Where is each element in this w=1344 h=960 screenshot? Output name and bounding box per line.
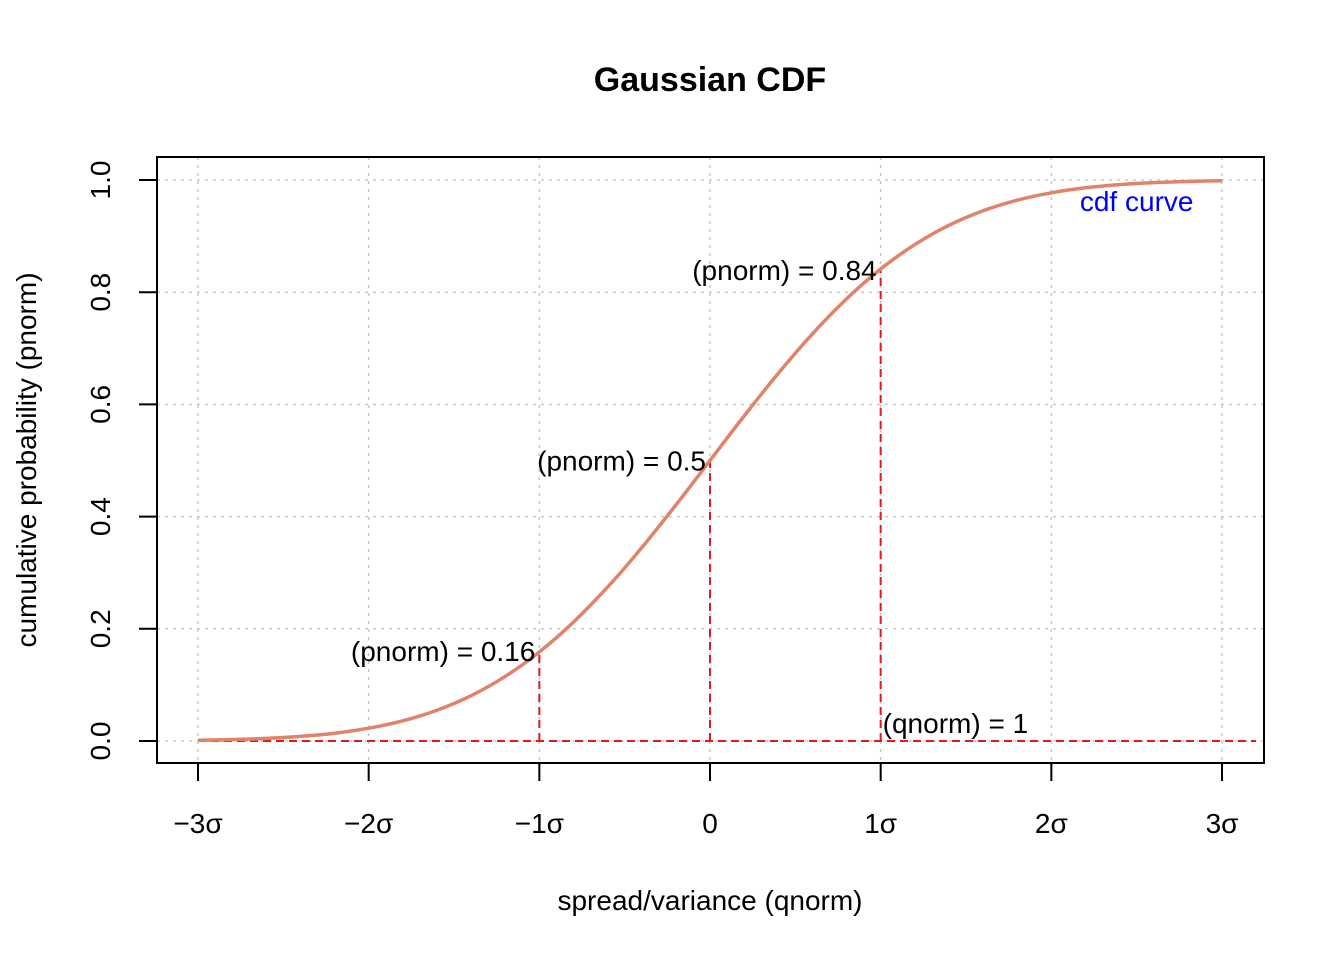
reference-lines — [198, 269, 1257, 742]
series-group — [197, 178, 1223, 743]
annotation-label: (qnorm) = 1 — [883, 708, 1029, 739]
x-tick-label: −1σ — [515, 808, 564, 839]
y-tick-label: 0.6 — [85, 385, 116, 424]
x-tick-label: 2σ — [1035, 808, 1068, 839]
annotation-label: (pnorm) = 0.16 — [351, 636, 535, 667]
y-tick-label: 0.0 — [85, 722, 116, 761]
series-line-cdf — [197, 178, 1223, 743]
annotations: (pnorm) = 0.16 (pnorm) = 0.5 (pnorm) = 0.8… — [351, 255, 1028, 739]
y-axis-label: cumulative probability (pnorm) — [11, 272, 42, 647]
y-axis: 0.0 0.2 0.4 0.6 0.8 1.0 — [85, 161, 157, 761]
x-tick-label: 3σ — [1206, 808, 1239, 839]
annotation-label: (pnorm) = 0.84 — [692, 255, 876, 286]
y-tick-label: 0.2 — [85, 609, 116, 648]
annotation-label: (pnorm) = 0.5 — [537, 446, 706, 477]
x-tick-label: −3σ — [173, 808, 222, 839]
y-tick-label: 0.4 — [85, 497, 116, 536]
x-axis: −3σ −2σ −1σ 0 1σ 2σ 3σ — [173, 762, 1239, 839]
chart-title: Gaussian CDF — [594, 61, 826, 99]
y-tick-label: 1.0 — [85, 161, 116, 200]
x-tick-label: 0 — [702, 808, 718, 839]
x-axis-label: spread/variance (qnorm) — [557, 885, 862, 916]
cdf-curve-label: cdf curve — [1080, 186, 1194, 217]
x-tick-label: 1σ — [864, 808, 897, 839]
y-tick-label: 0.8 — [85, 273, 116, 312]
x-tick-label: −2σ — [344, 808, 393, 839]
